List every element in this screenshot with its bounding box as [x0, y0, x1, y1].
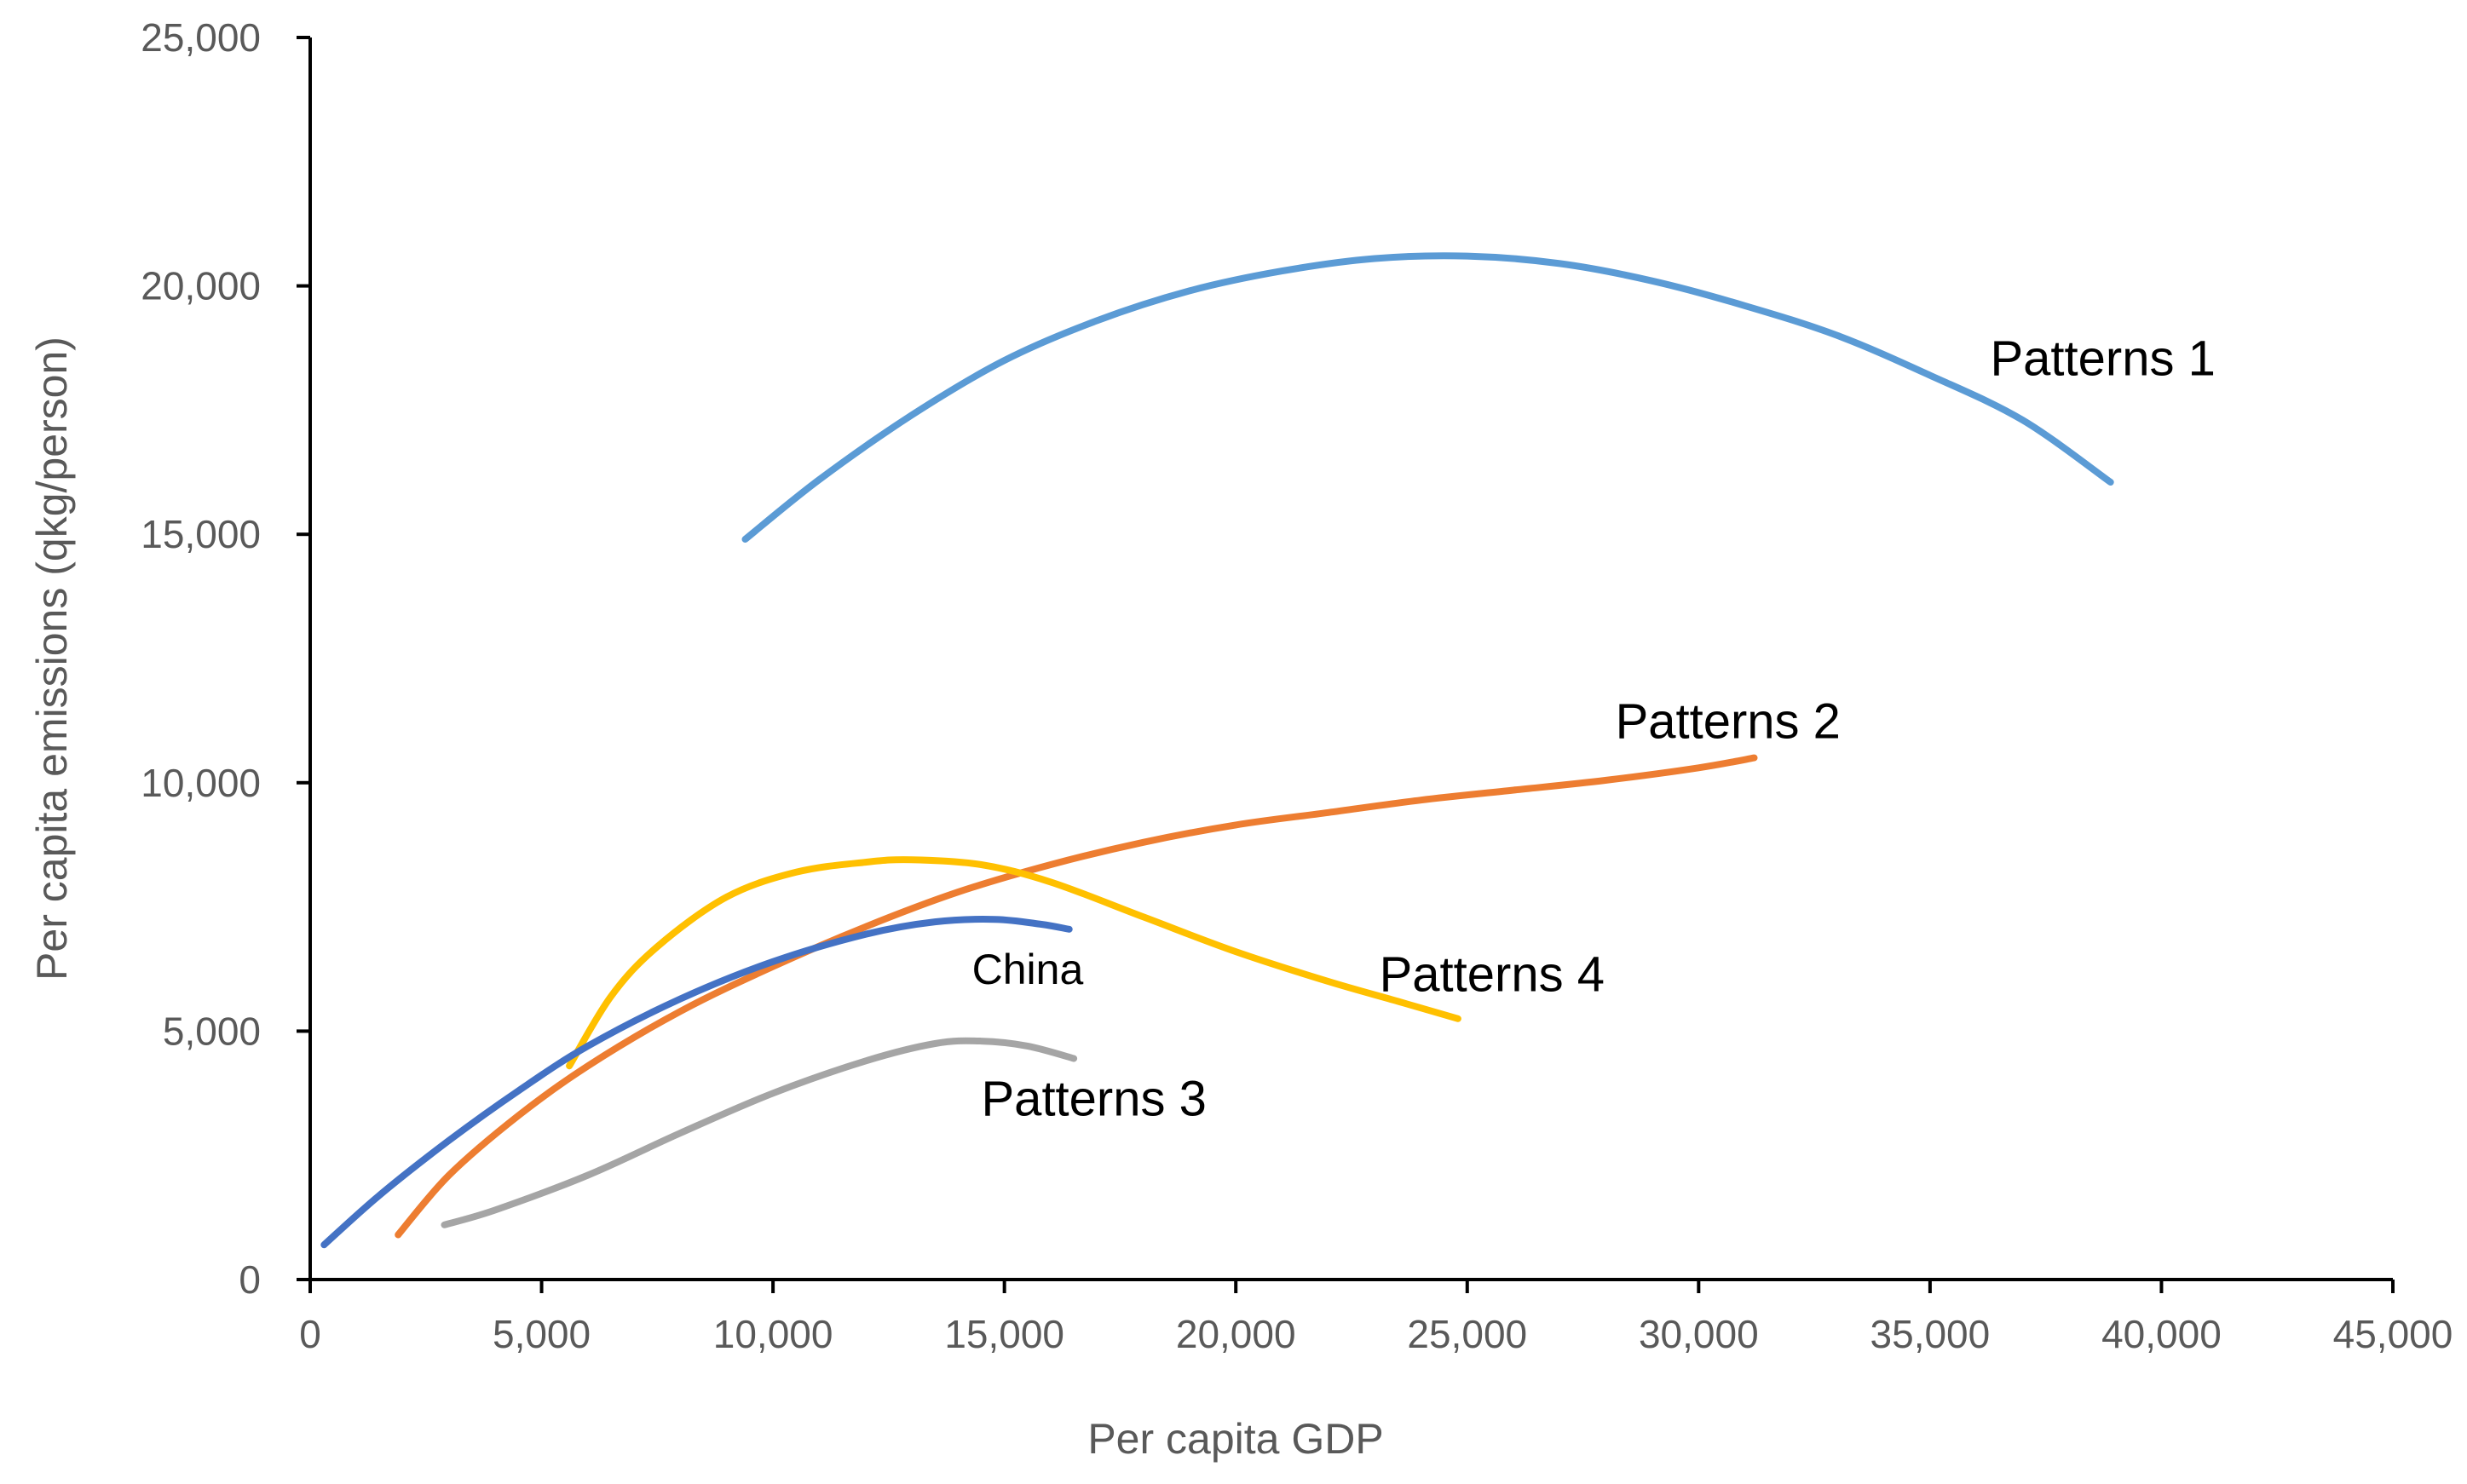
x-tick-label: 35,000 — [1870, 1312, 1991, 1356]
y-tick-label: 10,000 — [141, 761, 261, 805]
y-tick-label: 20,000 — [141, 264, 261, 308]
x-tick-label: 10,000 — [713, 1312, 833, 1356]
x-tick-label: 0 — [299, 1312, 321, 1356]
y-tick-label: 5,000 — [163, 1009, 261, 1053]
x-tick-label: 40,000 — [2101, 1312, 2222, 1356]
x-tick-label: 5,000 — [493, 1312, 591, 1356]
series-label-patterns-1: Patterns 1 — [1990, 331, 2215, 387]
x-tick-label: 20,000 — [1176, 1312, 1296, 1356]
y-tick-label: 25,000 — [141, 15, 261, 60]
series-line-patterns-1 — [741, 252, 2114, 543]
series-labels: Patterns 1 Patterns 2 Patterns 3 Patterns 4… — [972, 331, 2216, 1127]
series-label-patterns-3: Patterns 3 — [982, 1072, 1207, 1127]
series-label-patterns-2: Patterns 2 — [1616, 693, 1841, 749]
x-axis-title: Per capita GDP — [1087, 1415, 1383, 1463]
series-label-patterns-4: Patterns 4 — [1380, 947, 1605, 1003]
series-line-china — [320, 916, 1073, 1249]
series-line-patterns-4 — [566, 856, 1461, 1070]
series-line-patterns-2 — [395, 754, 1758, 1239]
series-lines — [320, 252, 2114, 1249]
y-tick-label: 15,000 — [141, 512, 261, 556]
axis-ticks: 0 5,000 10,000 15,000 20,000 25,000 30,000 35,0… — [141, 15, 2453, 1356]
y-axis-title: Per capita emissions (qkg/person) — [28, 336, 76, 981]
x-tick-label: 45,000 — [2333, 1312, 2453, 1356]
x-tick-label: 30,000 — [1639, 1312, 1759, 1356]
x-tick-label: 15,000 — [944, 1312, 1064, 1356]
x-tick-label: 25,000 — [1407, 1312, 1527, 1356]
series-label-china: China — [972, 946, 1084, 993]
series-line-patterns-3 — [441, 1037, 1078, 1228]
axes — [308, 37, 2393, 1281]
y-tick-label: 0 — [239, 1257, 261, 1302]
